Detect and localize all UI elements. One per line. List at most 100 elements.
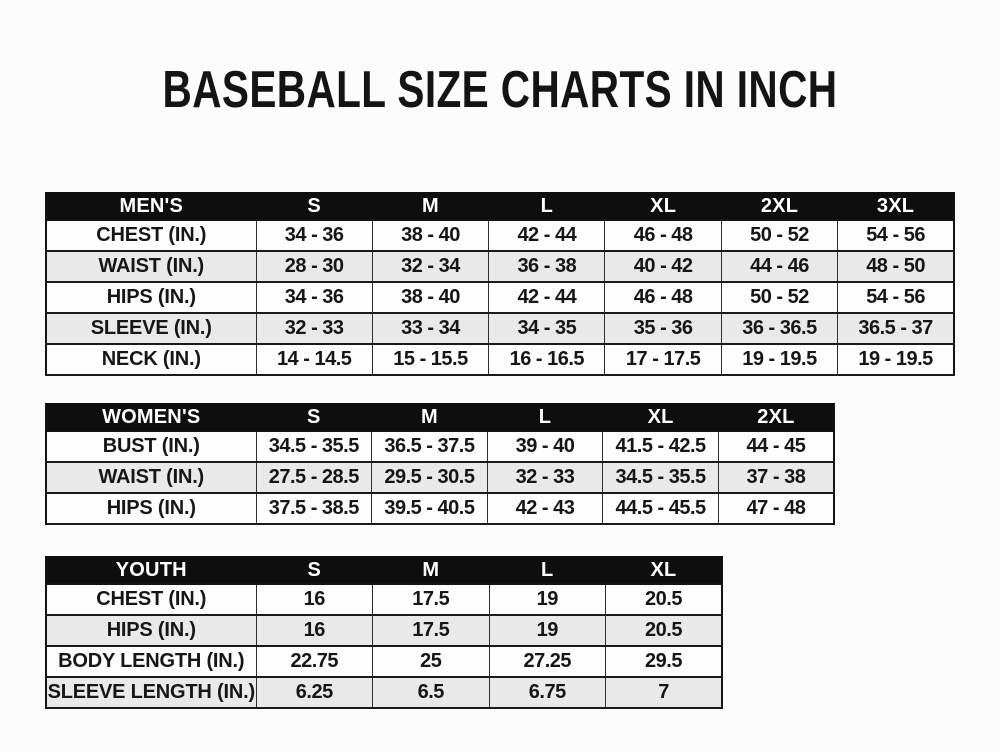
size-value-cell: 16 (255, 583, 373, 616)
header-row: YOUTH S M L XL (45, 556, 723, 585)
table-row: NECK (IN.) 14 - 14.5 15 - 15.5 16 - 16.5 17 … (45, 343, 955, 376)
table-row: SLEEVE LENGTH (IN.) 6.25 6.5 6.75 7 (45, 676, 723, 709)
size-value-cell: 42 - 44 (488, 281, 606, 314)
size-column-header: 2XL (720, 192, 839, 221)
size-value-cell: 6.25 (255, 676, 373, 709)
size-value-cell: 38 - 40 (371, 219, 490, 252)
size-value-cell: 34.5 - 35.5 (255, 430, 373, 463)
size-value-cell: 32 - 34 (371, 250, 490, 283)
size-column-header: XL (605, 556, 723, 585)
table-row: CHEST (IN.) 34 - 36 38 - 40 42 - 44 46 - 48 5… (45, 219, 955, 252)
size-value-cell: 39.5 - 40.5 (371, 492, 488, 525)
size-value-cell: 20.5 (605, 614, 723, 647)
table-row: BUST (IN.) 34.5 - 35.5 36.5 - 37.5 39 - 40 4… (45, 430, 835, 463)
size-value-cell: 36 - 38 (488, 250, 606, 283)
measurement-row-label: BODY LENGTH (IN.) (45, 645, 257, 678)
size-value-cell: 17 - 17.5 (604, 343, 722, 376)
size-value-cell: 40 - 42 (604, 250, 722, 283)
table-row: WAIST (IN.) 27.5 - 28.5 29.5 - 30.5 32 - 33… (45, 461, 835, 494)
size-value-cell: 34 - 35 (488, 312, 606, 345)
size-value-cell: 46 - 48 (604, 219, 722, 252)
size-column-header: XL (602, 403, 719, 432)
size-value-cell: 33 - 34 (371, 312, 490, 345)
measurement-row-label: HIPS (IN.) (45, 614, 257, 647)
size-column-header: 3XL (837, 192, 955, 221)
size-column-header: 2XL (717, 403, 835, 432)
size-value-cell: 34 - 36 (255, 281, 373, 314)
size-value-cell: 41.5 - 42.5 (602, 430, 719, 463)
size-column-header: L (488, 192, 606, 221)
size-value-cell: 19 (488, 614, 606, 647)
size-value-cell: 20.5 (605, 583, 723, 616)
size-value-cell: 32 - 33 (255, 312, 373, 345)
size-value-cell: 48 - 50 (837, 250, 955, 283)
size-value-cell: 27.25 (488, 645, 606, 678)
table-title-cell: MEN'S (45, 192, 257, 221)
table-title-cell: YOUTH (45, 556, 257, 585)
size-value-cell: 35 - 36 (604, 312, 722, 345)
table-row: CHEST (IN.) 16 17.5 19 20.5 (45, 583, 723, 616)
size-column-header: L (488, 556, 606, 585)
size-column-header: M (371, 192, 490, 221)
size-value-cell: 34.5 - 35.5 (602, 461, 719, 494)
size-value-cell: 54 - 56 (837, 219, 955, 252)
size-value-cell: 28 - 30 (255, 250, 373, 283)
size-value-cell: 37 - 38 (717, 461, 835, 494)
size-value-cell: 25 (372, 645, 490, 678)
youth-size-table: YOUTH S M L XL CHEST (IN.) 16 17.5 19 20.5 HIPS (I… (45, 556, 723, 709)
size-column-header: S (255, 556, 373, 585)
size-value-cell: 27.5 - 28.5 (255, 461, 373, 494)
size-value-cell: 32 - 33 (486, 461, 604, 494)
measurement-row-label: HIPS (IN.) (45, 492, 257, 525)
size-value-cell: 47 - 48 (717, 492, 835, 525)
womens-size-table: WOMEN'S S M L XL 2XL BUST (IN.) 34.5 - 35.5 36.5… (45, 403, 835, 525)
size-column-header: M (371, 403, 488, 432)
measurement-row-label: SLEEVE (IN.) (45, 312, 257, 345)
size-value-cell: 36.5 - 37.5 (371, 430, 488, 463)
size-column-header: S (255, 403, 373, 432)
size-value-cell: 37.5 - 38.5 (255, 492, 373, 525)
size-value-cell: 6.5 (372, 676, 490, 709)
table-row: HIPS (IN.) 34 - 36 38 - 40 42 - 44 46 - 48 50… (45, 281, 955, 314)
size-value-cell: 19 - 19.5 (720, 343, 839, 376)
table-row: SLEEVE (IN.) 32 - 33 33 - 34 34 - 35 35 - 36… (45, 312, 955, 345)
size-value-cell: 36 - 36.5 (720, 312, 839, 345)
table-row: HIPS (IN.) 37.5 - 38.5 39.5 - 40.5 42 - 43 4… (45, 492, 835, 525)
size-value-cell: 16 (255, 614, 373, 647)
measurement-row-label: HIPS (IN.) (45, 281, 257, 314)
size-value-cell: 22.75 (255, 645, 373, 678)
size-value-cell: 54 - 56 (837, 281, 955, 314)
size-column-header: S (255, 192, 373, 221)
size-column-header: L (486, 403, 604, 432)
size-value-cell: 42 - 44 (488, 219, 606, 252)
table-title-cell: WOMEN'S (45, 403, 257, 432)
mens-size-table: MEN'S S M L XL 2XL 3XL CHEST (IN.) 34 - 36 38 - 4… (45, 192, 955, 376)
size-value-cell: 17.5 (372, 583, 490, 616)
size-value-cell: 46 - 48 (604, 281, 722, 314)
size-value-cell: 38 - 40 (371, 281, 490, 314)
measurement-row-label: CHEST (IN.) (45, 583, 257, 616)
size-value-cell: 34 - 36 (255, 219, 373, 252)
size-value-cell: 50 - 52 (720, 219, 839, 252)
size-value-cell: 15 - 15.5 (371, 343, 490, 376)
measurement-row-label: NECK (IN.) (45, 343, 257, 376)
size-value-cell: 44 - 45 (717, 430, 835, 463)
table-row: BODY LENGTH (IN.) 22.75 25 27.25 29.5 (45, 645, 723, 678)
measurement-row-label: SLEEVE LENGTH (IN.) (45, 676, 257, 709)
size-value-cell: 39 - 40 (486, 430, 604, 463)
size-column-header: XL (604, 192, 722, 221)
size-value-cell: 16 - 16.5 (488, 343, 606, 376)
size-value-cell: 17.5 (372, 614, 490, 647)
table-row: WAIST (IN.) 28 - 30 32 - 34 36 - 38 40 - 42 4… (45, 250, 955, 283)
size-value-cell: 6.75 (488, 676, 606, 709)
size-value-cell: 29.5 (605, 645, 723, 678)
size-value-cell: 36.5 - 37 (837, 312, 955, 345)
header-row: WOMEN'S S M L XL 2XL (45, 403, 835, 432)
size-value-cell: 19 (488, 583, 606, 616)
measurement-row-label: CHEST (IN.) (45, 219, 257, 252)
size-value-cell: 50 - 52 (720, 281, 839, 314)
size-value-cell: 42 - 43 (486, 492, 604, 525)
size-value-cell: 44.5 - 45.5 (602, 492, 719, 525)
table-row: HIPS (IN.) 16 17.5 19 20.5 (45, 614, 723, 647)
